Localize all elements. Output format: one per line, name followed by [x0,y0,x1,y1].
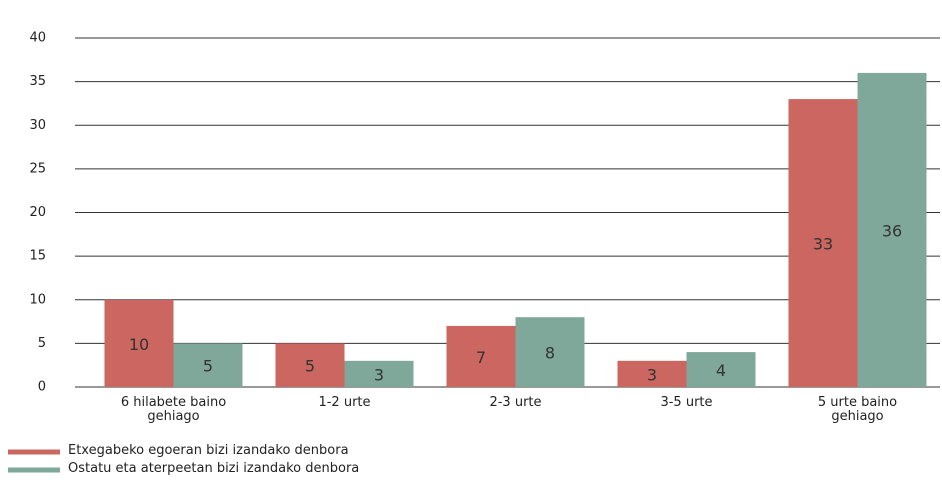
bar [104,299,174,387]
bar [446,325,516,387]
x-tick-label: 1-2 urte [318,395,371,410]
x-tick-label: 5 urte baino gehiago [817,395,898,424]
y-tick-label: 25 [29,161,46,176]
value-label: 10 [129,335,149,354]
value-label: 7 [476,348,486,367]
y-tick-label: 15 [29,249,46,264]
bar [275,343,345,387]
bar [686,352,756,387]
value-label: 33 [813,235,833,254]
y-tick-label: 10 [29,292,46,307]
legend-label: Ostatu eta aterpeetan bizi izandako denb… [68,461,360,476]
x-tick-label: 6 hilabete baino gehiago [120,395,227,424]
bar [788,99,858,387]
bar [617,360,687,387]
x-tick-label: 2-3 urte [489,395,542,410]
value-label: 3 [374,365,384,384]
bar [857,72,927,388]
x-tick-label: 3-5 urte [660,395,713,410]
y-tick-label: 40 [29,31,46,46]
value-label: 5 [305,357,315,376]
value-label: 36 [882,221,902,240]
legend-label: Etxegabeko egoeran bizi izandako denbora [68,443,349,458]
bar [173,343,243,387]
y-tick-label: 5 [38,336,46,351]
value-label: 5 [203,357,213,376]
value-label: 8 [545,344,555,363]
bar [515,317,585,387]
y-tick-label: 35 [29,74,46,89]
value-label: 3 [647,365,657,384]
y-tick-label: 0 [38,380,46,395]
y-tick-label: 20 [29,205,46,220]
value-label: 4 [716,361,726,380]
y-tick-label: 30 [29,118,46,133]
bar [344,360,414,387]
